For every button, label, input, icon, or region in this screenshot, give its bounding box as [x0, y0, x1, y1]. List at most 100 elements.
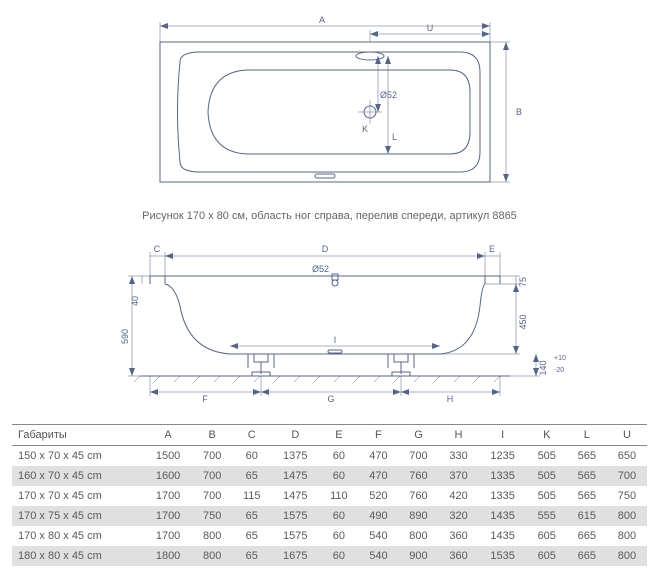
col-U: U [607, 425, 647, 446]
cell: 1700 [144, 486, 192, 506]
drain-label: Ø52 [380, 90, 397, 100]
cell: 800 [607, 546, 647, 566]
cell: 665 [567, 546, 607, 566]
cell: 470 [358, 446, 398, 467]
row-label: 170 x 70 x 45 cm [12, 486, 144, 506]
side-view-diagram: Ø52 C D E F G H I 590 40 [12, 236, 647, 406]
cell: 890 [398, 506, 438, 526]
cell: 60 [319, 446, 358, 467]
cell: 615 [567, 506, 607, 526]
cell: 700 [192, 466, 232, 486]
dim-75: 75 [518, 277, 528, 287]
dim-tol-plus: +10 [554, 355, 566, 362]
cell: 750 [192, 506, 232, 526]
cell: 60 [319, 506, 358, 526]
dim-a: A [318, 15, 324, 25]
cell: 700 [192, 486, 232, 506]
cell: 900 [398, 546, 438, 566]
cell: 490 [358, 506, 398, 526]
cell: 60 [319, 466, 358, 486]
cell: 700 [192, 446, 232, 467]
row-label: 150 x 70 x 45 cm [12, 446, 144, 467]
cell: 760 [398, 486, 438, 506]
cell: 700 [607, 466, 647, 486]
cell: 370 [439, 466, 479, 486]
cell: 800 [398, 526, 438, 546]
row-label: 170 x 80 x 45 cm [12, 526, 144, 546]
cell: 1335 [479, 486, 527, 506]
dim-u: U [426, 23, 433, 33]
cell: 700 [398, 446, 438, 467]
table-title: Габариты [12, 425, 144, 446]
dimensions-table: Габариты ABCDEFGHIKLU 150 x 70 x 45 cm15… [12, 424, 647, 566]
row-label: 170 x 75 x 45 cm [12, 506, 144, 526]
cell: 470 [358, 466, 398, 486]
cell: 540 [358, 546, 398, 566]
cell: 555 [527, 506, 567, 526]
dim-590: 590 [120, 329, 130, 344]
dim-f: F [202, 394, 208, 404]
cell: 65 [232, 506, 271, 526]
top-view-diagram: Ø52 A U B L K [12, 12, 647, 202]
table-row: 170 x 75 x 45 cm170075065157560490890320… [12, 506, 647, 526]
dim-i: I [333, 335, 336, 345]
cell: 60 [232, 446, 271, 467]
cell: 1575 [271, 506, 319, 526]
cell: 1500 [144, 446, 192, 467]
row-label: 160 x 70 x 45 cm [12, 466, 144, 486]
cell: 60 [319, 526, 358, 546]
cell: 520 [358, 486, 398, 506]
table-row: 160 x 70 x 45 cm160070065147560470760370… [12, 466, 647, 486]
cell: 1375 [271, 446, 319, 467]
dim-l: L [392, 132, 397, 142]
cell: 750 [607, 486, 647, 506]
col-K: K [527, 425, 567, 446]
dim-h: H [446, 394, 453, 404]
cell: 330 [439, 446, 479, 467]
cell: 1575 [271, 526, 319, 546]
cell: 60 [319, 546, 358, 566]
dim-tol-minus: -20 [554, 367, 564, 374]
dim-40: 40 [130, 296, 140, 306]
cell: 605 [527, 526, 567, 546]
cell: 1535 [479, 546, 527, 566]
cell: 1235 [479, 446, 527, 467]
cell: 360 [439, 526, 479, 546]
cell: 1475 [271, 466, 319, 486]
dim-k: K [361, 124, 367, 134]
cell: 800 [607, 526, 647, 546]
cell: 1675 [271, 546, 319, 566]
col-B: B [192, 425, 232, 446]
col-C: C [232, 425, 271, 446]
table-header-row: Габариты ABCDEFGHIKLU [12, 425, 647, 446]
cell: 650 [607, 446, 647, 467]
dim-450: 450 [518, 314, 528, 329]
cell: 1700 [144, 506, 192, 526]
dim-e: E [488, 244, 494, 254]
cell: 1800 [144, 546, 192, 566]
col-I: I [479, 425, 527, 446]
cell: 320 [439, 506, 479, 526]
dim-b: B [516, 107, 522, 117]
cell: 605 [527, 546, 567, 566]
table-row: 180 x 80 x 45 cm180080065167560540900360… [12, 546, 647, 566]
cell: 800 [192, 546, 232, 566]
row-label: 180 x 80 x 45 cm [12, 546, 144, 566]
cell: 65 [232, 466, 271, 486]
side-drain-label: Ø52 [312, 264, 329, 274]
cell: 1700 [144, 526, 192, 546]
col-L: L [567, 425, 607, 446]
dim-d: D [321, 244, 328, 254]
dim-g: G [327, 394, 334, 404]
cell: 360 [439, 546, 479, 566]
col-E: E [319, 425, 358, 446]
cell: 1600 [144, 466, 192, 486]
cell: 665 [567, 526, 607, 546]
cell: 800 [192, 526, 232, 546]
cell: 1435 [479, 506, 527, 526]
cell: 760 [398, 466, 438, 486]
table-row: 150 x 70 x 45 cm150070060137560470700330… [12, 446, 647, 467]
cell: 115 [232, 486, 271, 506]
cell: 65 [232, 526, 271, 546]
table-row: 170 x 80 x 45 cm170080065157560540800360… [12, 526, 647, 546]
